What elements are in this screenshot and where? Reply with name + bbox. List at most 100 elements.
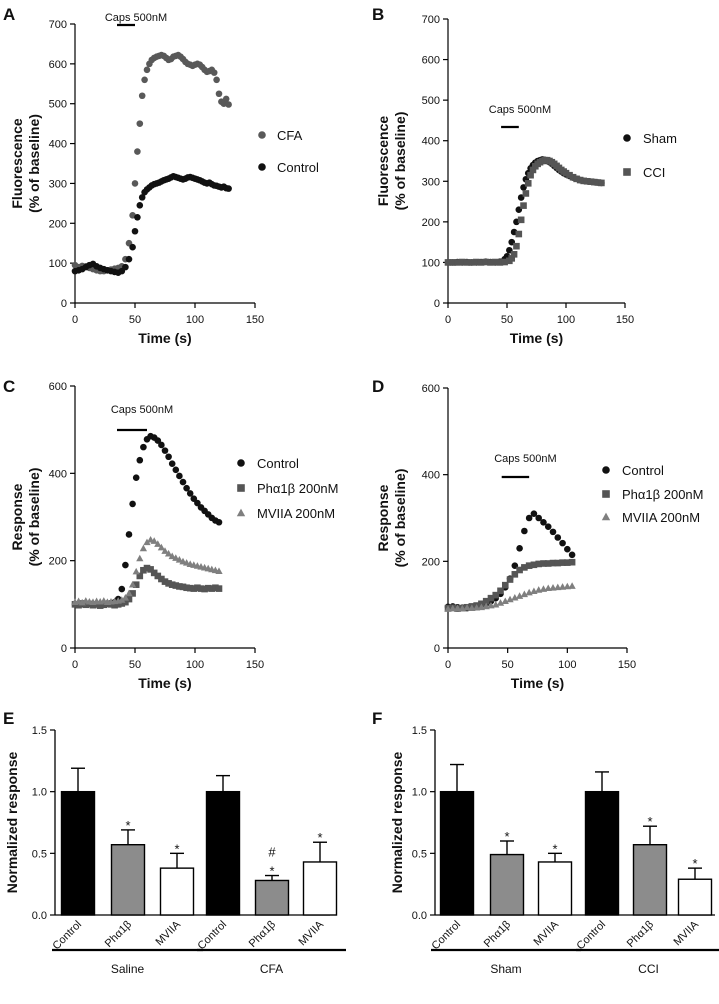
bar-control: Control: [51, 767, 96, 952]
series-sham: [444, 156, 605, 266]
data-point: [158, 441, 165, 449]
category-label: Control: [430, 919, 464, 953]
y-tick-label: 400: [422, 136, 440, 148]
y-tick-label: 700: [49, 19, 67, 31]
data-point: [568, 582, 576, 589]
bar: [489, 853, 525, 916]
y-tick-label: 200: [422, 556, 440, 568]
data-point: [161, 578, 169, 585]
legend-label: Control: [622, 463, 664, 478]
panel-b: B 0 50 100 150 0 100 200 300 400 500 600 700 Time (s)…: [372, 5, 677, 346]
data-point: [168, 552, 176, 560]
data-point: [529, 166, 537, 174]
data-point: [492, 591, 500, 599]
data-point: [520, 202, 527, 209]
bar: [537, 861, 573, 916]
bar-ph-1-: # * Phα1β: [247, 845, 290, 950]
data-point: [482, 597, 490, 605]
data-point: [150, 569, 158, 577]
group-label: Sham: [490, 962, 521, 976]
data-point: [172, 554, 180, 561]
data-point: [540, 519, 547, 526]
group-label: Saline: [111, 962, 145, 976]
data-point: [225, 185, 232, 192]
y-tick-label: 600: [49, 59, 67, 71]
data-point: [522, 190, 530, 197]
y-tick-label: 1.5: [412, 725, 427, 737]
data-point: [510, 251, 518, 258]
data-point: [190, 495, 198, 502]
data-point: [508, 255, 516, 262]
data-point: [125, 589, 133, 597]
data-point: [517, 216, 525, 224]
bar-control: Control: [196, 774, 241, 952]
y-tick-label: 300: [422, 176, 440, 188]
series-cfa: [71, 51, 232, 275]
data-point: [140, 566, 147, 574]
data-point: [525, 514, 533, 522]
data-point: [201, 585, 208, 593]
category-label: Phα1β: [247, 919, 278, 950]
y-tick-label: 200: [49, 218, 67, 230]
data-point: [501, 258, 508, 266]
significance-marker: *: [647, 814, 652, 829]
panel-letter: D: [372, 377, 384, 396]
y-tick-label: 1.0: [32, 787, 47, 799]
y-tick-label: 500: [49, 99, 67, 111]
data-point: [143, 564, 151, 572]
data-point: [587, 178, 595, 185]
data-point: [564, 559, 571, 566]
data-point: [530, 510, 538, 517]
x-tick-label: 0: [445, 314, 451, 326]
x-tick-label: 100: [557, 314, 575, 326]
y-tick-label: 600: [422, 55, 440, 67]
data-point: [183, 484, 190, 492]
bar: [254, 879, 290, 916]
legend-label: Sham: [643, 131, 677, 146]
legend-marker: [258, 163, 266, 171]
y-tick-label: 0: [61, 643, 67, 655]
data-point: [544, 523, 552, 530]
data-point: [515, 592, 524, 599]
data-point: [89, 601, 97, 609]
data-point: [213, 76, 220, 84]
y-tick-label: 0: [434, 298, 440, 310]
series-cci: [444, 156, 605, 266]
data-point: [468, 259, 475, 266]
data-point: [573, 175, 580, 183]
y-tick-label: 500: [422, 95, 440, 107]
y-tick-label: 400: [49, 139, 67, 151]
data-point: [210, 69, 218, 76]
data-point: [444, 259, 452, 266]
significance-marker: *: [552, 841, 557, 856]
data-point: [544, 560, 552, 567]
data-point: [194, 499, 201, 507]
bar: [584, 790, 620, 916]
data-point: [449, 259, 457, 266]
legend-marker: [623, 168, 631, 176]
stimulus-label: Caps 500nM: [105, 12, 167, 24]
data-point: [194, 584, 201, 592]
data-point: [122, 598, 129, 606]
data-point: [566, 171, 573, 179]
panel-a: A 0 50 100 150 0 100 200 300 400 500 600 700 Time (s)…: [3, 5, 319, 346]
y-tick-label: 0.5: [412, 848, 427, 860]
data-point: [129, 243, 136, 251]
bar-control: Control: [430, 763, 475, 953]
data-point: [497, 587, 504, 595]
data-point: [93, 601, 100, 608]
legend-label: Control: [277, 160, 319, 175]
panel-letter: E: [3, 709, 14, 728]
legend-label: Phα1β 200nM: [622, 487, 704, 502]
data-point: [516, 545, 523, 552]
data-point: [520, 590, 529, 598]
y-tick-label: 0.5: [32, 848, 47, 860]
data-point: [453, 604, 462, 611]
data-point: [176, 472, 183, 480]
x-axis-label: Time (s): [511, 675, 564, 691]
data-point: [454, 259, 461, 266]
category-label: MVIIA: [153, 918, 183, 948]
x-tick-label: 0: [72, 659, 78, 671]
data-point: [129, 590, 136, 597]
